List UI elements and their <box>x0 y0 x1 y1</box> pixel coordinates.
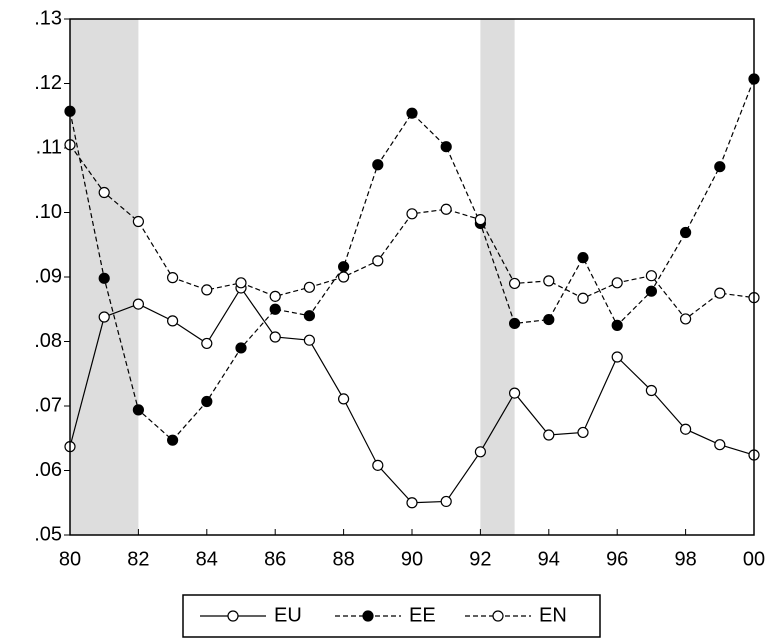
point-marker <box>167 272 179 284</box>
point-marker <box>132 215 144 228</box>
point-marker <box>440 495 452 508</box>
point-marker <box>543 275 555 287</box>
x-tick-label: 86 <box>264 548 286 570</box>
point-marker <box>508 317 521 330</box>
y-tick-label: .07 <box>34 394 62 416</box>
point-marker <box>611 351 623 363</box>
legend-label: EE <box>409 604 436 626</box>
point-marker <box>543 429 555 441</box>
point-marker <box>406 208 418 220</box>
point-marker <box>201 395 213 408</box>
point-marker <box>474 213 486 226</box>
point-marker <box>269 290 281 302</box>
y-tick-label: .13 <box>34 7 62 29</box>
point-marker <box>201 284 213 296</box>
point-marker <box>98 186 110 199</box>
point-marker <box>338 271 350 283</box>
point-marker <box>645 384 658 397</box>
point-marker <box>440 141 452 153</box>
series-line <box>69 78 755 442</box>
point-marker <box>714 439 726 451</box>
point-marker <box>201 337 213 350</box>
point-marker <box>714 161 726 173</box>
legend: EU EE EN <box>182 594 601 638</box>
point-marker <box>132 404 144 416</box>
point-marker <box>167 315 179 327</box>
point-marker <box>235 342 247 354</box>
point-marker <box>577 292 589 304</box>
shaded-range <box>480 19 515 535</box>
y-tick-label: .06 <box>34 459 62 481</box>
point-marker <box>679 226 692 239</box>
y-tick-label: .05 <box>34 523 62 545</box>
x-tick-label: 00 <box>743 548 765 570</box>
point-marker <box>508 387 521 399</box>
point-marker <box>167 434 179 446</box>
y-tick-label: .12 <box>34 72 62 94</box>
legend-label: EU <box>274 604 302 626</box>
x-tick-label: 88 <box>332 548 354 570</box>
point-marker <box>269 331 281 343</box>
point-marker <box>372 255 384 267</box>
point-marker <box>235 277 247 289</box>
point-marker <box>645 270 658 282</box>
point-marker <box>303 310 315 322</box>
legend-label: EN <box>539 604 567 626</box>
point-marker <box>269 303 281 315</box>
x-tick-label: 80 <box>59 548 81 570</box>
point-marker <box>338 393 350 405</box>
point-marker <box>611 319 623 331</box>
y-tick-label: .09 <box>34 265 62 287</box>
point-marker <box>98 311 110 323</box>
point-marker <box>679 313 692 325</box>
point-marker <box>508 277 521 290</box>
point-marker <box>543 313 555 326</box>
point-marker <box>577 252 589 264</box>
point-marker <box>132 298 144 310</box>
plot-frame <box>69 18 755 536</box>
point-marker <box>406 107 418 119</box>
point-marker <box>611 277 623 289</box>
y-tick-label: .10 <box>34 201 62 223</box>
point-marker <box>679 423 692 435</box>
point-marker <box>577 426 589 439</box>
point-marker <box>98 272 110 284</box>
point-marker <box>645 285 658 297</box>
x-tick-label: 98 <box>674 548 696 570</box>
legend-marker <box>492 610 504 622</box>
legend-marker <box>362 610 374 622</box>
x-tick-label: 84 <box>196 548 218 570</box>
x-tick-label: 92 <box>469 548 491 570</box>
point-marker <box>440 203 452 215</box>
x-tick-label: 96 <box>606 548 628 570</box>
point-marker <box>474 446 486 458</box>
legend-marker <box>227 610 239 622</box>
point-marker <box>406 497 418 509</box>
point-marker <box>338 261 350 273</box>
point-marker <box>303 334 315 346</box>
y-tick-label: .11 <box>36 136 62 158</box>
x-tick-label: 82 <box>127 548 149 570</box>
point-marker <box>303 281 315 293</box>
y-tick-label: .08 <box>34 330 62 352</box>
point-marker <box>714 287 726 299</box>
x-tick-label: 94 <box>538 548 560 570</box>
point-marker <box>372 459 384 471</box>
point-marker <box>372 159 384 171</box>
x-tick-label: 90 <box>401 548 423 570</box>
